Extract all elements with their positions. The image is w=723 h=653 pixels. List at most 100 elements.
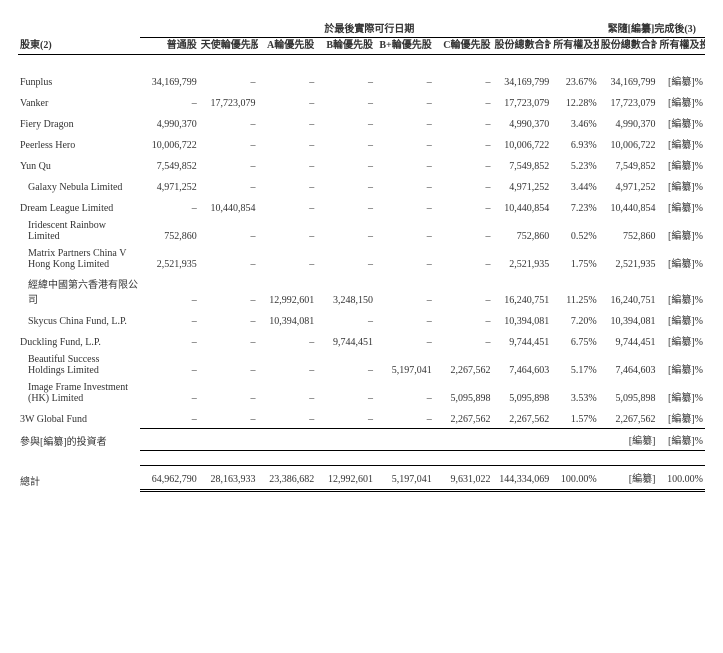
cell-pct2: [編纂]% — [657, 379, 705, 407]
table-row: Beautiful Success Holdings Limited––––5,… — [18, 351, 705, 379]
cell-bp: – — [375, 273, 434, 309]
table-row: Iridescent Rainbow Limited752,860–––––75… — [18, 217, 705, 245]
cell-c: – — [434, 54, 493, 91]
cell-bp: – — [375, 175, 434, 196]
cell-a: 12,992,601 — [258, 273, 317, 309]
col-ordinary: 普通股 — [140, 38, 199, 55]
cell-pct: 1.75% — [551, 245, 598, 273]
cell-angel: – — [199, 273, 258, 309]
table-row: 總計64,962,79028,163,93323,386,68212,992,6… — [18, 465, 705, 490]
cell-pct2: [編纂]% — [657, 245, 705, 273]
cell-name: Yun Qu — [18, 154, 140, 175]
cell-ord: 34,169,799 — [140, 54, 199, 91]
cell-ord: – — [140, 379, 199, 407]
cell-tot2: 34,169,799 — [599, 54, 658, 91]
cell-c: – — [434, 175, 493, 196]
cell-a: – — [258, 112, 317, 133]
cell-name: Funplus — [18, 54, 140, 91]
cell-pct2: [編纂]% — [657, 217, 705, 245]
cell-tot: 17,723,079 — [493, 91, 552, 112]
cell-tot: 10,006,722 — [493, 133, 552, 154]
cell-tot — [493, 428, 552, 450]
cell-a: – — [258, 91, 317, 112]
cell-tot2: 752,860 — [599, 217, 658, 245]
cell-tot2: [編纂] — [599, 465, 658, 490]
table-row: Peerless Hero10,006,722–––––10,006,7226.… — [18, 133, 705, 154]
cell-b: – — [316, 91, 375, 112]
cell-c: – — [434, 245, 493, 273]
table-row: Skycus China Fund, L.P.––10,394,081–––10… — [18, 309, 705, 330]
cell-b: – — [316, 133, 375, 154]
cell-c: – — [434, 273, 493, 309]
cell-pct: 3.46% — [551, 112, 598, 133]
cell-b: – — [316, 309, 375, 330]
cell-tot: 2,267,562 — [493, 407, 552, 429]
cell-angel: 10,440,854 — [199, 196, 258, 217]
cell-pct2: [編纂]% — [657, 154, 705, 175]
cell-tot2: 4,990,370 — [599, 112, 658, 133]
cell-name: Skycus China Fund, L.P. — [18, 309, 140, 330]
cell-tot: 34,169,799 — [493, 54, 552, 91]
cell-name: Image Frame Investment (HK) Limited — [18, 379, 140, 407]
cell-angel: – — [199, 217, 258, 245]
cell-b: – — [316, 54, 375, 91]
cell-tot2: 10,006,722 — [599, 133, 658, 154]
col-total2: 股份總數合計 — [599, 38, 658, 55]
cell-tot: 4,971,252 — [493, 175, 552, 196]
col-total1: 股份總數合計 — [493, 38, 552, 55]
cell-pct: 5.23% — [551, 154, 598, 175]
cell-tot2: 10,440,854 — [599, 196, 658, 217]
cell-name: Vanker — [18, 91, 140, 112]
col-series-bplus: B+輪優先股 — [375, 38, 434, 55]
table-row: Dream League Limited–10,440,854––––10,44… — [18, 196, 705, 217]
table-row: Galaxy Nebula Limited4,971,252–––––4,971… — [18, 175, 705, 196]
cell-pct: 3.53% — [551, 379, 598, 407]
cell-c: 2,267,562 — [434, 351, 493, 379]
cell-c: – — [434, 133, 493, 154]
cell-a: – — [258, 351, 317, 379]
cell-pct2: [編纂]% — [657, 428, 705, 450]
cell-bp — [375, 428, 434, 450]
table-row: Funplus34,169,799–––––34,169,79923.67%34… — [18, 54, 705, 91]
cell-pct: 100.00% — [551, 465, 598, 490]
cell-name: Matrix Partners China V Hong Kong Limite… — [18, 245, 140, 273]
cell-ord — [140, 428, 199, 450]
cell-name: Dream League Limited — [18, 196, 140, 217]
col-shareholder: 股東(2) — [18, 38, 140, 55]
cell-tot2: 10,394,081 — [599, 309, 658, 330]
cell-c: – — [434, 309, 493, 330]
cell-bp: – — [375, 112, 434, 133]
cell-b: 12,992,601 — [316, 465, 375, 490]
cell-pct2: [編纂]% — [657, 91, 705, 112]
cell-b: – — [316, 407, 375, 429]
cell-tot2: [編纂] — [599, 428, 658, 450]
cell-pct2: [編纂]% — [657, 133, 705, 154]
cell-a: – — [258, 217, 317, 245]
cell-tot: 7,464,603 — [493, 351, 552, 379]
table-row: Yun Qu7,549,852–––––7,549,8525.23%7,549,… — [18, 154, 705, 175]
cell-bp: – — [375, 330, 434, 351]
cell-tot: 4,990,370 — [493, 112, 552, 133]
cell-a: – — [258, 330, 317, 351]
cell-b: – — [316, 379, 375, 407]
cell-bp: – — [375, 309, 434, 330]
cell-bp: – — [375, 245, 434, 273]
cell-a: – — [258, 245, 317, 273]
cell-tot: 752,860 — [493, 217, 552, 245]
cell-pct2: [編纂]% — [657, 407, 705, 429]
cell-pct2: [編纂]% — [657, 309, 705, 330]
cell-c: – — [434, 112, 493, 133]
cell-bp: 5,197,041 — [375, 465, 434, 490]
cell-name: 參與[編纂]的投資者 — [18, 428, 140, 450]
table-row: 參與[編纂]的投資者 [編纂][編纂]% — [18, 428, 705, 450]
cell-tot: 144,334,069 — [493, 465, 552, 490]
cell-c: 5,095,898 — [434, 379, 493, 407]
cell-b: – — [316, 112, 375, 133]
cell-pct: 3.44% — [551, 175, 598, 196]
cell-tot: 2,521,935 — [493, 245, 552, 273]
cell-b: – — [316, 154, 375, 175]
cell-ord: 10,006,722 — [140, 133, 199, 154]
cell-angel: 28,163,933 — [199, 465, 258, 490]
cell-pct: 6.93% — [551, 133, 598, 154]
cell-angel: – — [199, 54, 258, 91]
